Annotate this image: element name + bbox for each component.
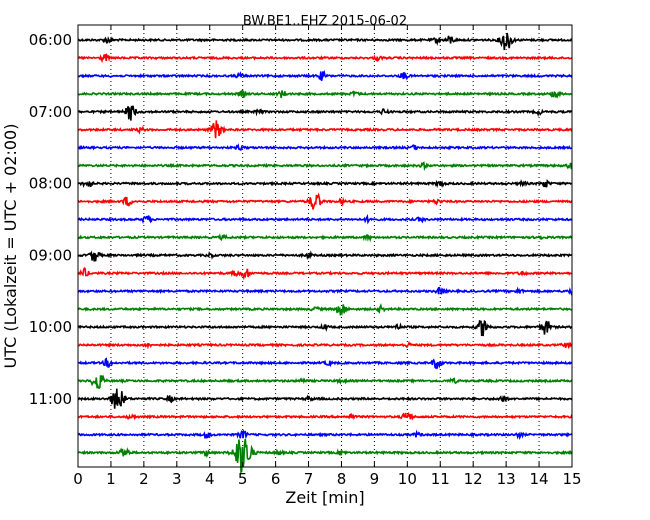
- trace-0700: [77, 105, 573, 121]
- x-tick-label: 15: [562, 470, 581, 488]
- trace-1015: [77, 340, 573, 350]
- trace-0930: [77, 286, 573, 296]
- trace-0730: [77, 143, 573, 151]
- trace-1115: [78, 411, 573, 421]
- trace-0945: [78, 302, 573, 316]
- trace-0845: [77, 233, 573, 243]
- x-tick-label: 7: [304, 470, 314, 488]
- trace-0900: [77, 250, 573, 262]
- chart-title: BW.BE1..EHZ 2015-06-02: [243, 14, 407, 29]
- y-tick-label: 10:00: [29, 318, 72, 336]
- x-tick-label: 4: [205, 470, 215, 488]
- trace-0645: [77, 89, 572, 99]
- x-tick-label: 8: [337, 470, 347, 488]
- trace-0715: [77, 120, 573, 139]
- trace-1045: [77, 374, 573, 390]
- trace-1145: [77, 438, 573, 474]
- x-tick-label: 6: [271, 470, 281, 488]
- y-axis-label: UTC (Lokalzeit = UTC + 02:00): [1, 124, 20, 369]
- x-tick-label: 1: [106, 470, 116, 488]
- x-axis: 0 1 2 3 4 5 6 7 8 9 10 11 12 13 14 15: [73, 25, 582, 488]
- trace-1030: [77, 357, 573, 370]
- plot-frame: [77, 24, 573, 468]
- trace-0600: [77, 32, 573, 51]
- trace-0815: [77, 192, 573, 210]
- y-tick-label: 11:00: [29, 390, 72, 408]
- x-tick-label: 14: [530, 470, 549, 488]
- x-tick-label: 3: [172, 470, 182, 488]
- trace-0915: [78, 267, 573, 281]
- y-tick-label: 08:00: [29, 175, 72, 193]
- trace-1130: [77, 429, 573, 441]
- x-tick-label: 9: [370, 470, 380, 488]
- trace-0630: [77, 69, 573, 82]
- x-tick-label: 0: [73, 470, 83, 488]
- trace-0745: [77, 161, 573, 172]
- trace-0800: [77, 179, 573, 189]
- x-tick-label: 5: [238, 470, 248, 488]
- trace-group: [77, 32, 573, 474]
- y-tick-label: 09:00: [29, 246, 72, 264]
- x-axis-label: Zeit [min]: [285, 488, 364, 507]
- trace-1100: [77, 388, 573, 409]
- y-tick-label: 07:00: [29, 103, 72, 121]
- trace-0615: [78, 52, 573, 64]
- y-axis: 06:00 07:00 08:00 09:00 10:00 11:00: [29, 31, 572, 408]
- y-tick-label: 06:00: [29, 31, 72, 49]
- grid-lines: [110, 25, 540, 467]
- trace-1000: [77, 319, 573, 337]
- x-tick-label: 12: [464, 470, 483, 488]
- x-tick-label: 13: [497, 470, 516, 488]
- x-tick-label: 11: [431, 470, 450, 488]
- trace-0830: [77, 213, 573, 225]
- x-tick-label: 2: [139, 470, 149, 488]
- x-tick-label: 10: [398, 470, 417, 488]
